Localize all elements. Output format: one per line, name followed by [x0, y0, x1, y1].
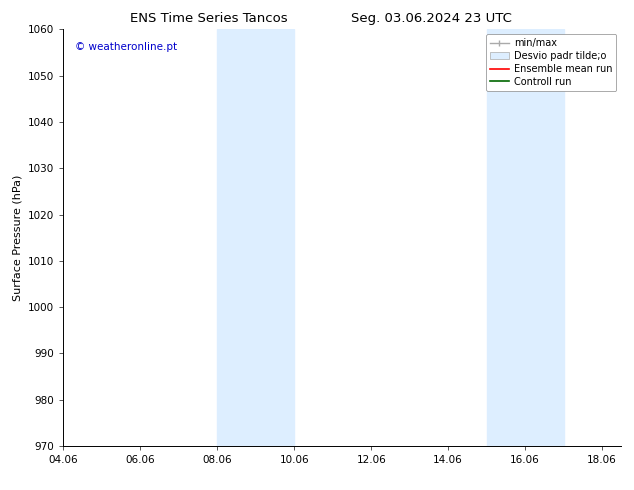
Y-axis label: Surface Pressure (hPa): Surface Pressure (hPa) [13, 174, 23, 301]
Bar [487, 29, 564, 446]
Text: © weatheronline.pt: © weatheronline.pt [75, 42, 177, 52]
Text: ENS Time Series Tancos: ENS Time Series Tancos [131, 12, 288, 25]
Bar [217, 29, 294, 446]
Text: Seg. 03.06.2024 23 UTC: Seg. 03.06.2024 23 UTC [351, 12, 512, 25]
Legend: min/max, Desvio padr tilde;o, Ensemble mean run, Controll run: min/max, Desvio padr tilde;o, Ensemble m… [486, 34, 616, 91]
